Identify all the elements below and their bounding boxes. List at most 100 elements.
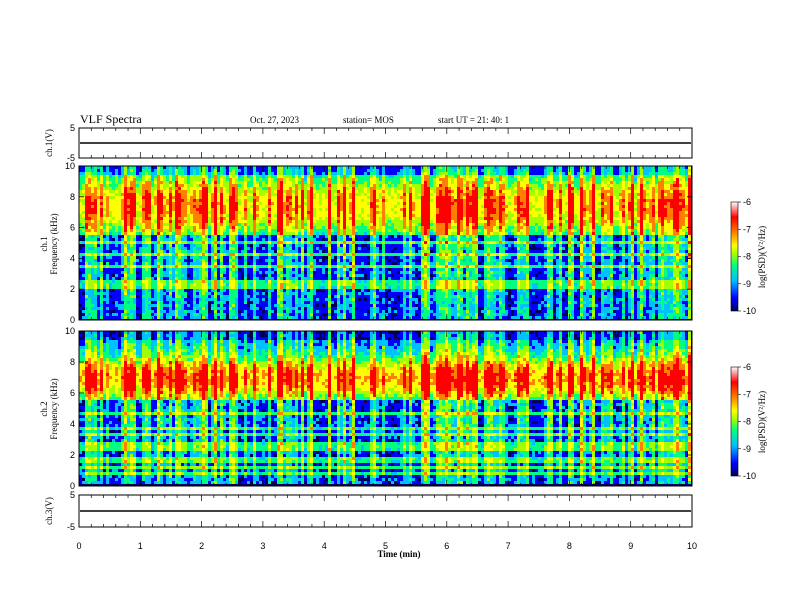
- spectrogram-cell: [337, 217, 340, 220]
- spectrogram-cell: [178, 193, 181, 196]
- spectrogram-cell: [148, 259, 151, 262]
- spectrogram-cell: [298, 310, 301, 313]
- spectrogram-cell: [283, 190, 286, 193]
- spectrogram-cell: [286, 202, 289, 205]
- spectrogram-cell: [226, 178, 229, 181]
- spectrogram-cell: [82, 316, 85, 319]
- spectrogram-cell: [295, 310, 298, 313]
- spectrogram-cell: [223, 226, 226, 229]
- spectrogram-cell: [163, 196, 166, 199]
- spectrogram-cell: [229, 169, 232, 172]
- spectrogram-cell: [244, 268, 247, 271]
- spectrogram-cell: [241, 202, 244, 205]
- spectrogram-cell: [94, 292, 97, 295]
- spectrogram-cell: [208, 244, 211, 247]
- spectrogram-cell: [127, 232, 130, 235]
- spectrogram-cell: [370, 271, 373, 274]
- spectrogram-cell: [88, 247, 91, 250]
- spectrogram-cell: [163, 211, 166, 214]
- spectrogram-cell: [190, 271, 193, 274]
- spectrogram-cell: [355, 232, 358, 235]
- spectrogram-cell: [127, 241, 130, 244]
- spectrogram-cell: [292, 178, 295, 181]
- spectrogram-cell: [172, 241, 175, 244]
- spectrogram-cell: [82, 277, 85, 280]
- spectrogram-cell: [106, 259, 109, 262]
- spectrogram-cell: [163, 271, 166, 274]
- spectrogram-cell: [226, 193, 229, 196]
- spectrogram-cell: [310, 271, 313, 274]
- spectrogram-cell: [109, 280, 112, 283]
- spectrogram-cell: [265, 283, 268, 286]
- spectrogram-cell: [244, 223, 247, 226]
- spectrogram-cell: [217, 172, 220, 175]
- spectrogram-cell: [289, 253, 292, 256]
- spectrogram-cell: [223, 250, 226, 253]
- spectrogram-cell: [364, 283, 367, 286]
- spectrogram-cell: [181, 286, 184, 289]
- spectrogram-cell: [202, 256, 205, 259]
- spectrogram-cell: [346, 187, 349, 190]
- spectrogram-cell: [124, 187, 127, 190]
- spectrogram-cell: [151, 265, 154, 268]
- spectrogram-cell: [202, 247, 205, 250]
- spectrogram-cell: [217, 310, 220, 313]
- spectrogram-cell: [244, 211, 247, 214]
- spectrogram-cell: [286, 280, 289, 283]
- spectrogram-cell: [175, 235, 178, 238]
- spectrogram-cell: [142, 277, 145, 280]
- spectrogram-cell: [292, 169, 295, 172]
- spectrogram-cell: [124, 274, 127, 277]
- spectrogram-cell: [154, 238, 157, 241]
- spectrogram-cell: [187, 220, 190, 223]
- spectrogram-cell: [259, 172, 262, 175]
- spectrogram-cell: [157, 199, 160, 202]
- spectrogram-cell: [199, 289, 202, 292]
- spectrogram-cell: [316, 220, 319, 223]
- spectrogram-cell: [286, 304, 289, 307]
- spectrogram-cell: [82, 175, 85, 178]
- spectrogram-cell: [235, 310, 238, 313]
- spectrogram-cell: [238, 226, 241, 229]
- spectrogram-cell: [202, 259, 205, 262]
- spectrogram-cell: [94, 172, 97, 175]
- spectrogram-cell: [310, 274, 313, 277]
- spectrogram-cell: [289, 229, 292, 232]
- spectrogram-cell: [169, 196, 172, 199]
- spectrogram-cell: [220, 220, 223, 223]
- spectrogram-cell: [253, 241, 256, 244]
- spectrogram-cell: [262, 280, 265, 283]
- spectrogram-cell: [133, 283, 136, 286]
- spectrogram-cell: [118, 205, 121, 208]
- spectrogram-cell: [241, 247, 244, 250]
- spectrogram-cell: [196, 235, 199, 238]
- spectrogram-cell: [187, 208, 190, 211]
- spectrogram-cell: [283, 316, 286, 319]
- spectrogram-cell: [289, 172, 292, 175]
- spectrogram-cell: [232, 289, 235, 292]
- spectrogram-cell: [193, 211, 196, 214]
- spectrogram-cell: [187, 229, 190, 232]
- spectrogram-cell: [277, 250, 280, 253]
- spectrogram-cell: [160, 268, 163, 271]
- spectrogram-cell: [202, 244, 205, 247]
- spectrogram-cell: [142, 298, 145, 301]
- spectrogram-cell: [211, 274, 214, 277]
- spectrogram-cell: [319, 274, 322, 277]
- spectrogram-cell: [118, 196, 121, 199]
- spectrogram-cell: [286, 220, 289, 223]
- spectrogram-cell: [190, 169, 193, 172]
- spectrogram-cell: [175, 202, 178, 205]
- spectrogram-cell: [136, 223, 139, 226]
- spectrogram-cell: [91, 178, 94, 181]
- spectrogram-cell: [97, 217, 100, 220]
- spectrogram-cell: [112, 241, 115, 244]
- spectrogram-cell: [157, 235, 160, 238]
- spectrogram-cell: [358, 247, 361, 250]
- spectrogram-cell: [139, 187, 142, 190]
- spectrogram-cell: [211, 268, 214, 271]
- spectrogram-cell: [295, 169, 298, 172]
- spectrogram-cell: [148, 202, 151, 205]
- spectrogram-cell: [268, 226, 271, 229]
- spectrogram-cell: [370, 280, 373, 283]
